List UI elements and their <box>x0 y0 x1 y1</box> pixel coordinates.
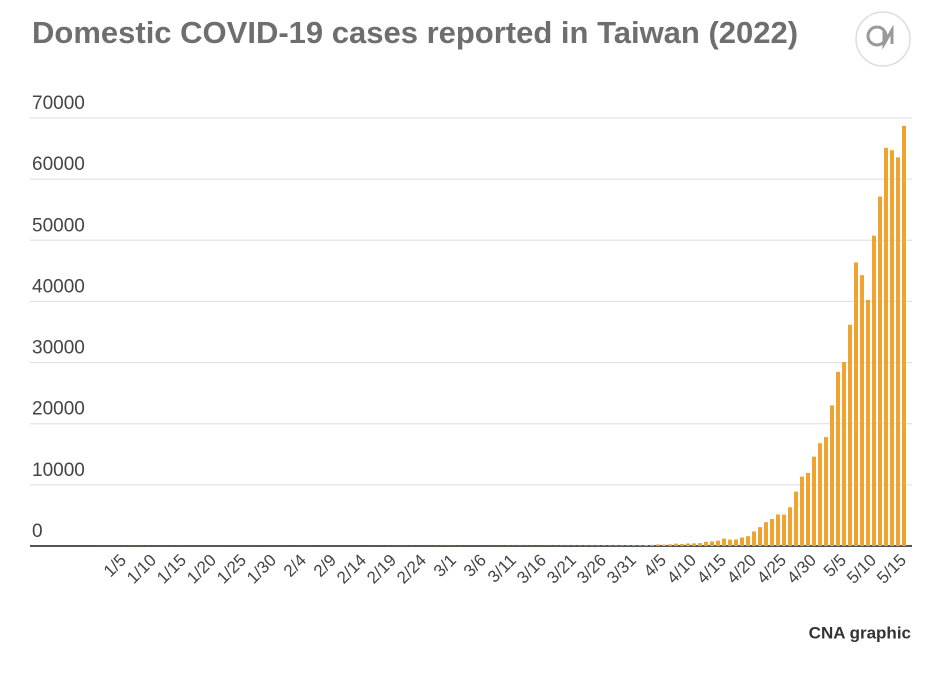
bar <box>662 544 666 546</box>
x-tick-label: 1/10 <box>123 551 160 588</box>
bar <box>644 545 648 546</box>
x-tick-label: 2/24 <box>393 551 430 588</box>
chart-title: Domestic COVID-19 cases reported in Taiw… <box>32 15 798 50</box>
x-tick-label: 3/1 <box>430 551 460 581</box>
bar <box>860 275 864 546</box>
x-tick-label: 4/10 <box>663 551 700 588</box>
bar <box>620 545 624 546</box>
x-tick-label: 2/19 <box>363 551 400 588</box>
bar <box>854 262 858 546</box>
bar <box>704 541 708 546</box>
bar <box>746 536 750 546</box>
bar <box>842 362 846 546</box>
bar <box>728 539 732 546</box>
x-tick-label: 3/16 <box>513 551 550 588</box>
bar <box>698 543 702 546</box>
bar <box>896 157 900 546</box>
bar <box>734 539 738 546</box>
bar <box>776 514 780 546</box>
y-tick-label: 30000 <box>32 338 85 359</box>
x-tick-label: 5/10 <box>843 551 880 588</box>
bar <box>806 472 810 546</box>
x-tick-label: 2/14 <box>333 551 370 588</box>
bar <box>752 531 756 546</box>
bar <box>626 545 630 546</box>
bar <box>638 545 642 546</box>
y-tick-label: 20000 <box>32 399 85 420</box>
bar <box>614 545 618 546</box>
bar <box>872 235 876 546</box>
bar <box>794 491 798 546</box>
bar <box>716 540 720 546</box>
y-tick-label: 40000 <box>32 276 85 297</box>
x-tick-label: 4/15 <box>693 551 730 588</box>
bar <box>848 324 852 546</box>
bar <box>722 538 726 546</box>
x-tick-label: 5/15 <box>873 551 910 588</box>
bar <box>764 522 768 546</box>
bar <box>902 125 906 547</box>
x-tick-label: 1/25 <box>213 551 250 588</box>
bar <box>656 544 660 546</box>
bar <box>770 518 774 546</box>
bar <box>710 541 714 546</box>
bar <box>878 196 882 547</box>
x-tick-label: 4/20 <box>723 551 760 588</box>
x-tick-label: 1/30 <box>243 551 280 588</box>
bar <box>680 543 684 546</box>
source-note: CNA graphic <box>809 623 911 642</box>
x-tick-label: 3/21 <box>543 551 580 588</box>
bar <box>890 150 894 546</box>
x-tick-label: 1/15 <box>153 551 190 588</box>
bar <box>632 545 636 546</box>
bar <box>608 545 612 546</box>
x-tick-label: 4/25 <box>753 551 790 588</box>
y-tick-label: 60000 <box>32 154 85 175</box>
x-tick-label: 4/30 <box>783 551 820 588</box>
y-tick-label: 70000 <box>32 93 85 114</box>
bar <box>866 299 870 546</box>
bar <box>692 543 696 546</box>
bar <box>818 443 822 546</box>
x-tick-label: 3/11 <box>484 551 520 587</box>
bar <box>758 527 762 546</box>
x-tick-label: 3/26 <box>573 551 610 588</box>
logo <box>855 11 911 67</box>
bar <box>812 456 816 546</box>
bar <box>884 147 888 547</box>
bar <box>800 476 804 546</box>
bar <box>668 544 672 546</box>
y-tick-label: 50000 <box>32 215 85 236</box>
x-tick-label: 3/31 <box>603 551 640 588</box>
x-tick-label: 1/20 <box>183 551 220 588</box>
bar <box>782 514 786 546</box>
bar <box>830 405 834 546</box>
y-tick-label: 10000 <box>32 460 85 481</box>
y-tick-label: 0 <box>32 521 43 542</box>
bar <box>824 437 828 546</box>
bar <box>674 543 678 546</box>
bar <box>788 507 792 546</box>
bar <box>740 537 744 546</box>
x-tick-label: 2/4 <box>280 551 310 581</box>
bar <box>836 371 840 546</box>
x-tick-label: 3/6 <box>460 551 490 581</box>
bar <box>686 543 690 546</box>
bar <box>650 544 654 546</box>
